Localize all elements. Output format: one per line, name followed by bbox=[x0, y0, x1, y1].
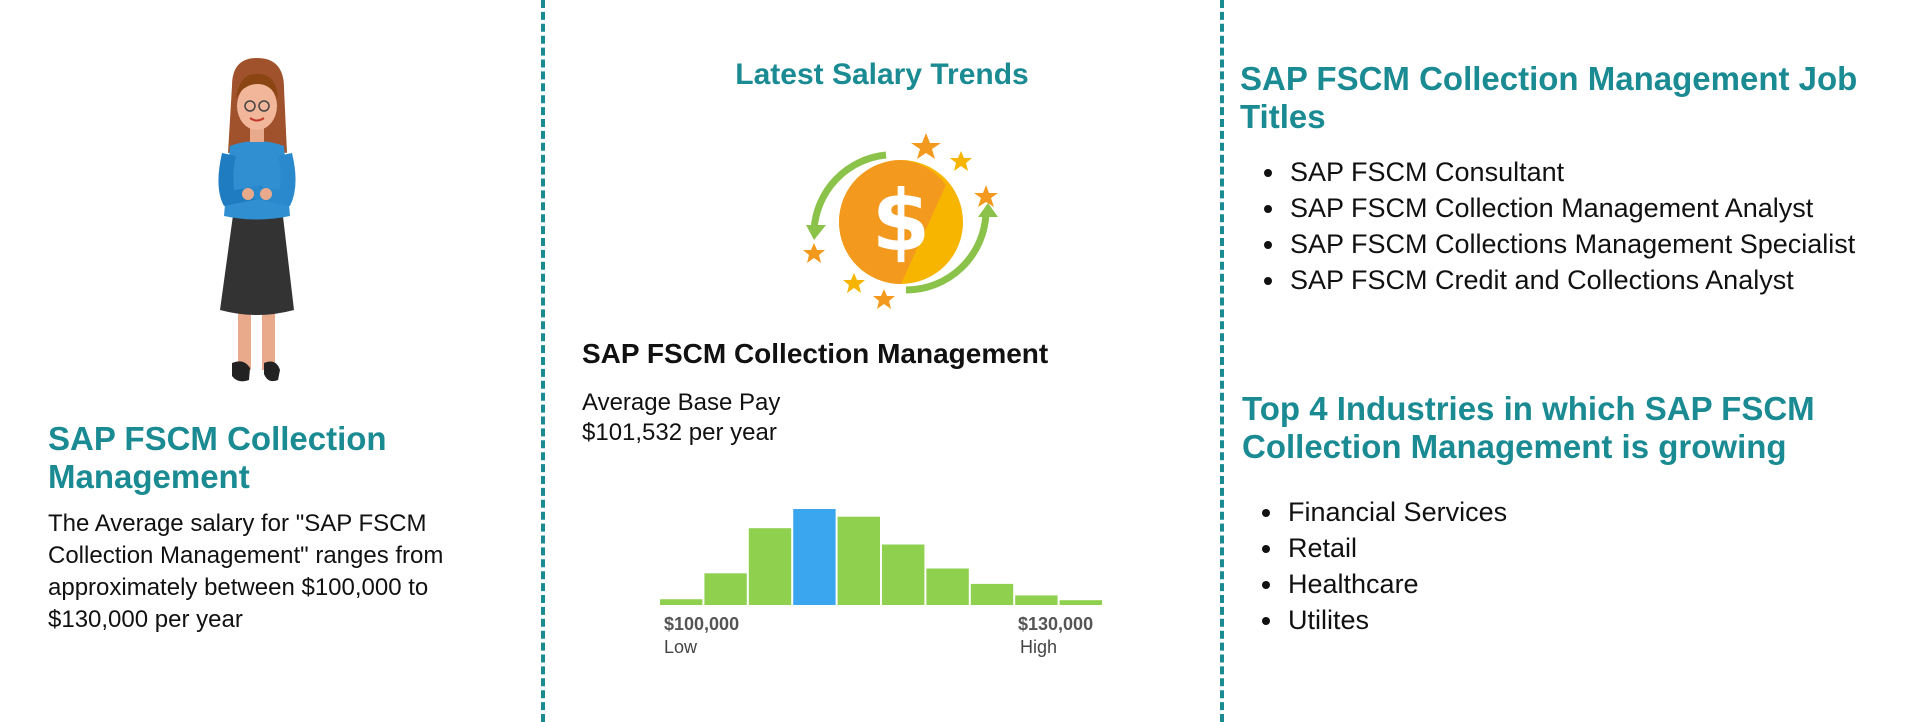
list-item: SAP FSCM Credit and Collections Analyst bbox=[1250, 262, 1890, 298]
salary-trends-column: Latest Salary Trends $ SAP FSCM Collecti… bbox=[546, 0, 1218, 722]
histogram-high-value: $130,000 bbox=[1018, 614, 1094, 634]
histogram-bar bbox=[837, 516, 880, 605]
list-item: SAP FSCM Consultant bbox=[1250, 154, 1890, 190]
histogram-bar bbox=[1059, 600, 1102, 605]
histogram-bar bbox=[926, 568, 969, 605]
column-divider-right bbox=[1220, 0, 1224, 722]
job-titles-heading: SAP FSCM Collection Management Job Title… bbox=[1240, 60, 1858, 135]
column-divider-left bbox=[541, 0, 545, 722]
dollar-coin-stars-icon: $ bbox=[803, 133, 998, 309]
list-item: Financial Services bbox=[1248, 494, 1888, 530]
overview-title: SAP FSCM Collection Management bbox=[48, 420, 387, 495]
histogram-low-label: Low bbox=[664, 637, 698, 657]
job-titles-list: SAP FSCM Consultant SAP FSCM Collection … bbox=[1250, 154, 1890, 298]
average-base-pay-label: Average Base Pay bbox=[582, 389, 781, 416]
list-item: Utilites bbox=[1248, 602, 1888, 638]
salary-histogram bbox=[660, 509, 1102, 605]
woman-arms-crossed-illustration bbox=[218, 58, 296, 382]
list-item: Retail bbox=[1248, 530, 1888, 566]
histogram-bar bbox=[660, 599, 703, 605]
list-item: SAP FSCM Collection Management Analyst bbox=[1250, 190, 1890, 226]
list-item: Healthcare bbox=[1248, 566, 1888, 602]
histogram-bar bbox=[748, 528, 792, 605]
histogram-bar bbox=[970, 583, 1014, 605]
job-info-column: SAP FSCM Collection Management Job Title… bbox=[1226, 0, 1929, 722]
histogram-low-value: $100,000 bbox=[664, 614, 740, 634]
histogram-bar bbox=[1015, 595, 1058, 605]
salary-overview-column: SAP FSCM Collection Management The Avera… bbox=[0, 0, 540, 722]
average-base-pay-value: $101,532 per year bbox=[582, 419, 777, 446]
histogram-bar bbox=[882, 544, 925, 605]
svg-text:$: $ bbox=[872, 172, 930, 270]
salary-trends-heading: Latest Salary Trends bbox=[735, 58, 1029, 91]
list-item: SAP FSCM Collections Management Speciali… bbox=[1250, 226, 1890, 262]
histogram-high-label: High bbox=[1020, 637, 1058, 657]
overview-description: The Average salary for "SAP FSCM Collect… bbox=[48, 510, 444, 633]
histogram-bar bbox=[704, 573, 747, 605]
job-title: SAP FSCM Collection Management bbox=[582, 338, 1049, 369]
industries-heading: Top 4 Industries in which SAP FSCM Colle… bbox=[1242, 390, 1815, 465]
industries-list: Financial Services Retail Healthcare Uti… bbox=[1248, 494, 1888, 638]
histogram-bar-highlighted bbox=[793, 509, 836, 605]
